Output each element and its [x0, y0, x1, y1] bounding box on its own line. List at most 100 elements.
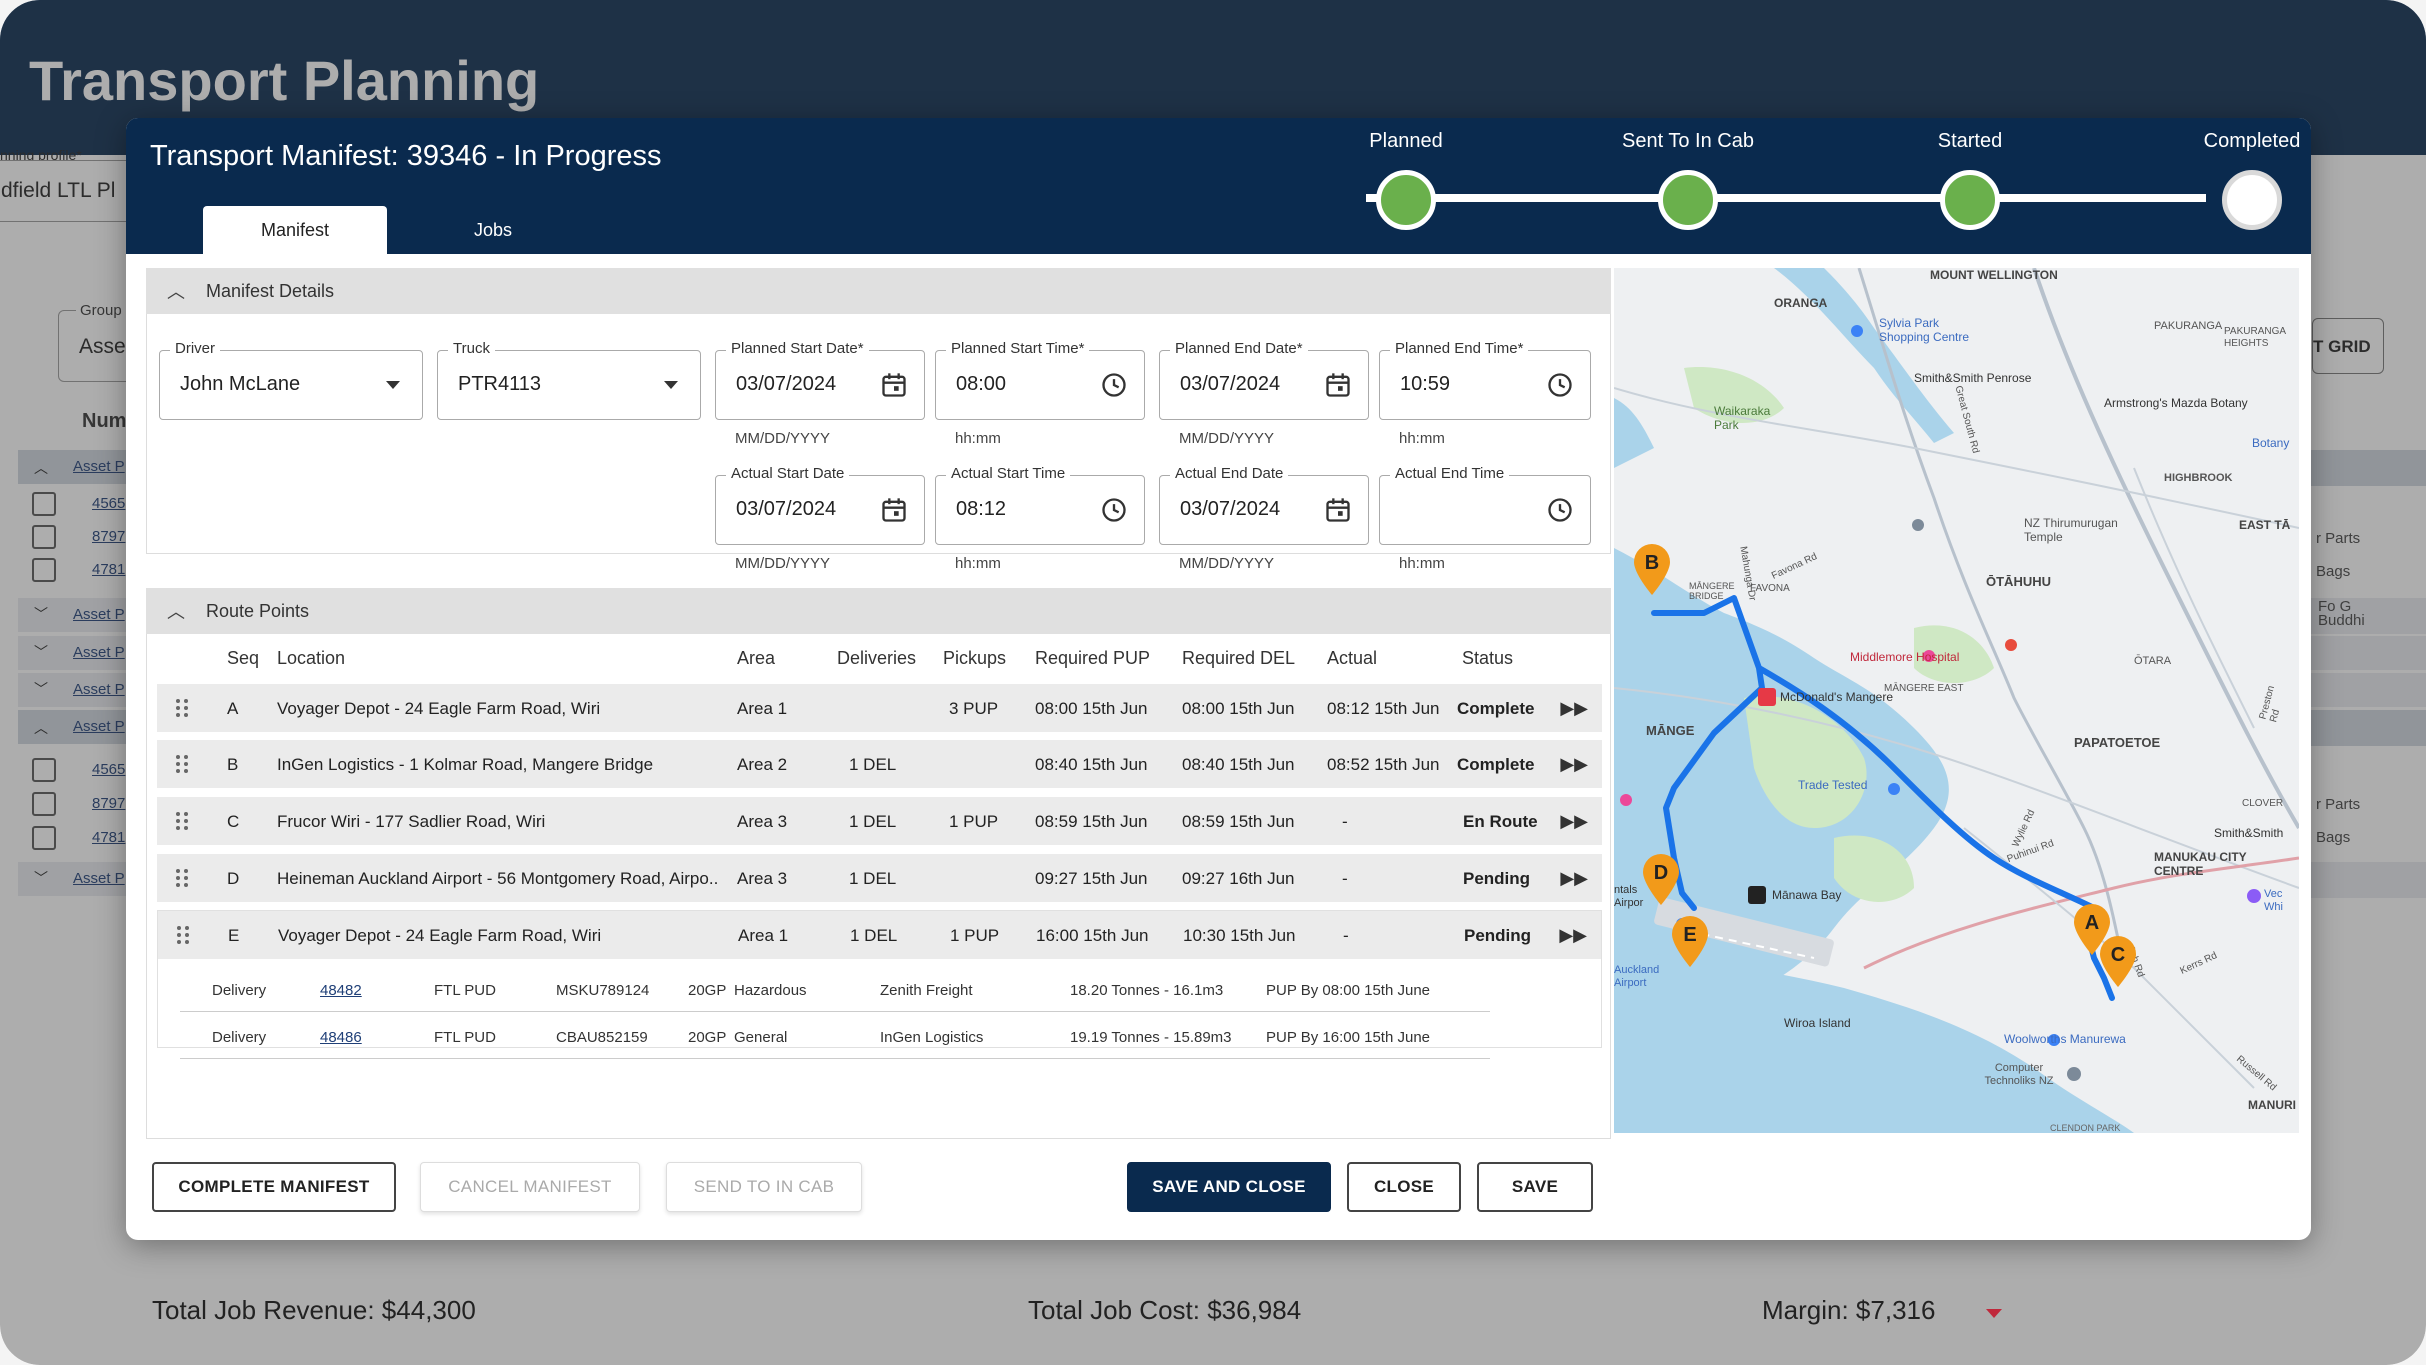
- send-to-in-cab-button[interactable]: SEND TO IN CAB: [666, 1162, 862, 1212]
- bg-group-label[interactable]: Asset P: [73, 718, 125, 735]
- date-format-hint: MM/DD/YYYY: [1179, 555, 1275, 572]
- stepper-line: [1366, 194, 2206, 202]
- actual-end-date-field[interactable]: Actual End Date 03/07/2024: [1159, 465, 1369, 545]
- fast-forward-icon[interactable]: ▶▶: [1560, 754, 1588, 774]
- planned-start-date-field[interactable]: Planned Start Date* 03/07/2024: [715, 340, 925, 420]
- step-done-dot: [1940, 170, 2000, 230]
- truck-select[interactable]: Truck PTR4113: [437, 340, 701, 420]
- bg-group-label[interactable]: Asset P: [73, 644, 125, 661]
- table-row[interactable]: D Heineman Auckland Airport - 56 Montgom…: [157, 854, 1602, 902]
- map-label: MANUKAU CITY CENTRE: [2154, 850, 2247, 878]
- actual-start-time-field[interactable]: Actual Start Time 08:12: [935, 465, 1145, 545]
- map-label: MĀNGERE BRIDGE: [1689, 581, 1735, 601]
- calendar-icon[interactable]: [880, 371, 908, 399]
- close-button[interactable]: CLOSE: [1347, 1162, 1461, 1212]
- bg-job-link[interactable]: 8797: [92, 795, 126, 812]
- fast-forward-icon[interactable]: ▶▶: [1560, 811, 1588, 831]
- job-link[interactable]: 48482: [320, 982, 362, 999]
- bg-checkbox[interactable]: [32, 525, 56, 549]
- clock-icon[interactable]: [1546, 371, 1574, 399]
- job-link[interactable]: 48486: [320, 1029, 362, 1046]
- planned-start-time-field[interactable]: Planned Start Time* 08:00: [935, 340, 1145, 420]
- caret-down-icon[interactable]: [1986, 1309, 2002, 1318]
- time-format-hint: hh:mm: [1399, 555, 1445, 572]
- actual-end-time-field[interactable]: Actual End Time: [1379, 465, 1591, 545]
- date-format-hint: MM/DD/YYYY: [735, 555, 831, 572]
- planning-profile-field[interactable]: dfield LTL Pl: [0, 160, 135, 222]
- bg-job-link[interactable]: 8797: [92, 528, 126, 545]
- fast-forward-icon[interactable]: ▶▶: [1559, 925, 1587, 945]
- save-and-close-button[interactable]: SAVE AND CLOSE: [1127, 1162, 1331, 1212]
- bg-checkbox[interactable]: [32, 758, 56, 782]
- map-label: PAKURANGA HEIGHTS: [2224, 326, 2286, 349]
- bg-group-label[interactable]: Asset P: [73, 870, 125, 887]
- route-table-header: Seq Location Area Deliveries Pickups Req…: [157, 634, 1602, 682]
- map-label: Waikaraka Park: [1714, 404, 1771, 432]
- map-marker-d[interactable]: D: [1641, 854, 1681, 906]
- group-value: Asse: [79, 335, 126, 358]
- clock-icon[interactable]: [1546, 496, 1574, 524]
- bg-checkbox[interactable]: [32, 492, 56, 516]
- planning-profile-label: nning profile*: [0, 147, 82, 163]
- driver-select[interactable]: Driver John McLane: [159, 340, 423, 420]
- route-points-header[interactable]: ︿ Route Points: [146, 588, 1611, 634]
- tab-jobs[interactable]: Jobs: [473, 219, 513, 240]
- map-marker-c[interactable]: C: [2098, 936, 2138, 988]
- clock-icon[interactable]: [1100, 371, 1128, 399]
- bg-group-label[interactable]: Asset P: [73, 681, 125, 698]
- planned-end-time-field[interactable]: Planned End Time* 10:59: [1379, 340, 1591, 420]
- modal-title: Transport Manifest: 39346 - In Progress: [150, 140, 662, 172]
- grid-button[interactable]: T GRID: [2312, 318, 2384, 374]
- tab-manifest[interactable]: Manifest: [203, 206, 387, 254]
- job-row: Delivery 48486 FTL PUD CBAU852159 20GP G…: [180, 1013, 1490, 1059]
- table-row[interactable]: A Voyager Depot - 24 Eagle Farm Road, Wi…: [157, 684, 1602, 732]
- map-label: CLOVER: [2242, 798, 2284, 809]
- route-map[interactable]: MOUNT WELLINGTON ORANGA Sylvia Park Shop…: [1614, 268, 2299, 1133]
- bg-checkbox[interactable]: [32, 826, 56, 850]
- drag-handle-icon[interactable]: [175, 868, 189, 888]
- chevron-up-icon[interactable]: ︿: [167, 282, 185, 302]
- map-label: Middlemore Hospital: [1850, 650, 1960, 664]
- drag-handle-icon[interactable]: [175, 698, 189, 718]
- bg-job-link[interactable]: 4781: [92, 829, 126, 846]
- bg-group-label[interactable]: Asset P: [73, 458, 125, 475]
- table-row[interactable]: C Frucor Wiri - 177 Sadlier Road, Wiri A…: [157, 797, 1602, 845]
- map-label: Mānawa Bay: [1772, 888, 1842, 902]
- bg-job-link[interactable]: 4565: [92, 761, 126, 778]
- map-label: Trade Tested: [1798, 778, 1868, 792]
- drag-handle-icon[interactable]: [175, 754, 189, 774]
- caret-down-icon: [664, 381, 678, 389]
- map-label: Smith&Smith: [2214, 826, 2284, 840]
- cancel-manifest-button[interactable]: CANCEL MANIFEST: [420, 1162, 640, 1212]
- clock-icon[interactable]: [1100, 496, 1128, 524]
- bg-job-link[interactable]: 4565: [92, 495, 126, 512]
- bg-job-link[interactable]: 4781: [92, 561, 126, 578]
- calendar-icon[interactable]: [1324, 371, 1352, 399]
- manifest-details-header[interactable]: ︿ Manifest Details: [146, 268, 1611, 314]
- bg-group-label[interactable]: Asset P: [73, 606, 125, 623]
- map-marker-a[interactable]: A: [2072, 904, 2112, 956]
- num-column-header: Num: [82, 410, 127, 432]
- drag-handle-icon[interactable]: [175, 811, 189, 831]
- manifest-details-body: Driver John McLane Truck PTR4113 Planned…: [146, 314, 1611, 572]
- bg-checkbox[interactable]: [32, 792, 56, 816]
- chevron-up-icon[interactable]: ︿: [167, 602, 185, 622]
- bg-checkbox[interactable]: [32, 558, 56, 582]
- complete-manifest-button[interactable]: COMPLETE MANIFEST: [152, 1162, 396, 1212]
- table-row-expanded[interactable]: E Voyager Depot - 24 Eagle Farm Road, Wi…: [157, 910, 1602, 1048]
- drag-handle-icon[interactable]: [176, 925, 190, 945]
- planned-end-date-field[interactable]: Planned End Date* 03/07/2024: [1159, 340, 1369, 420]
- actual-start-date-field[interactable]: Actual Start Date 03/07/2024: [715, 465, 925, 545]
- calendar-icon[interactable]: [880, 496, 908, 524]
- map-label: PAKURANGA: [2154, 320, 2223, 332]
- map-marker-e[interactable]: E: [1670, 916, 1710, 968]
- save-button[interactable]: SAVE: [1477, 1162, 1593, 1212]
- fast-forward-icon[interactable]: ▶▶: [1560, 698, 1588, 718]
- app-title: Transport Planning: [29, 49, 540, 112]
- map-marker-b[interactable]: B: [1632, 544, 1672, 596]
- step-done-dot: [1658, 170, 1718, 230]
- section-title: Route Points: [206, 600, 310, 621]
- fast-forward-icon[interactable]: ▶▶: [1560, 868, 1588, 888]
- table-row[interactable]: B InGen Logistics - 1 Kolmar Road, Mange…: [157, 740, 1602, 788]
- calendar-icon[interactable]: [1324, 496, 1352, 524]
